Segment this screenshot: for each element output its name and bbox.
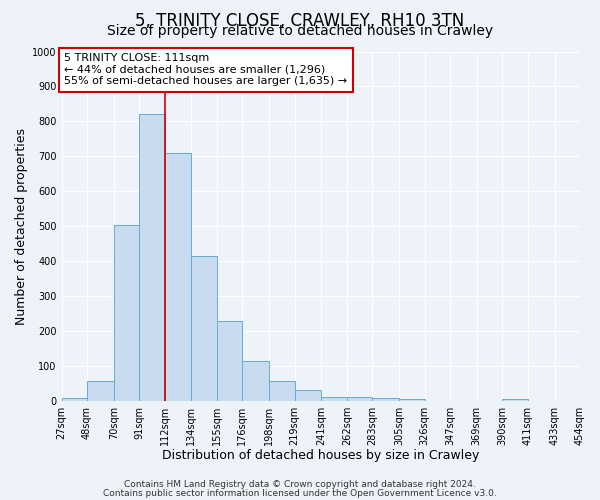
Y-axis label: Number of detached properties: Number of detached properties	[15, 128, 28, 325]
Bar	[399, 400, 425, 401]
Bar	[295, 390, 322, 401]
Text: Contains public sector information licensed under the Open Government Licence v3: Contains public sector information licen…	[103, 488, 497, 498]
Text: 5, TRINITY CLOSE, CRAWLEY, RH10 3TN: 5, TRINITY CLOSE, CRAWLEY, RH10 3TN	[136, 12, 464, 30]
Text: Contains HM Land Registry data © Crown copyright and database right 2024.: Contains HM Land Registry data © Crown c…	[124, 480, 476, 489]
Bar	[347, 397, 373, 401]
Bar	[373, 398, 399, 401]
Bar	[62, 398, 87, 401]
Bar	[165, 153, 191, 401]
Bar	[242, 361, 269, 401]
Bar	[502, 400, 528, 401]
Bar	[114, 225, 139, 401]
Bar	[139, 114, 165, 401]
Bar	[87, 381, 114, 401]
Bar	[322, 397, 347, 401]
Bar	[217, 320, 242, 401]
X-axis label: Distribution of detached houses by size in Crawley: Distribution of detached houses by size …	[162, 450, 479, 462]
Bar	[269, 381, 295, 401]
Bar	[191, 256, 217, 401]
Text: Size of property relative to detached houses in Crawley: Size of property relative to detached ho…	[107, 24, 493, 38]
Text: 5 TRINITY CLOSE: 111sqm
← 44% of detached houses are smaller (1,296)
55% of semi: 5 TRINITY CLOSE: 111sqm ← 44% of detache…	[64, 53, 347, 86]
